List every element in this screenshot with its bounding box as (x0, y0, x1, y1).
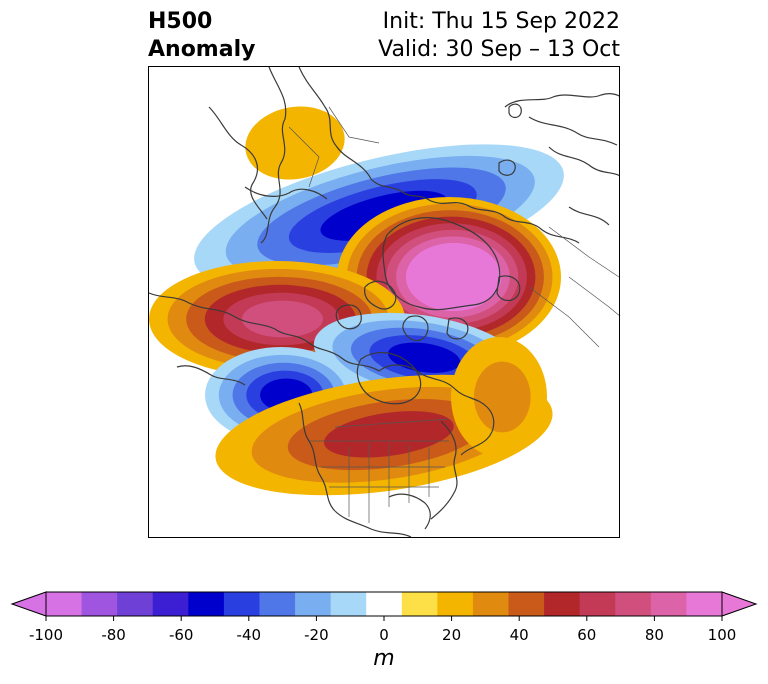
colorbar: -100 -80 -60 -40 -20 0 20 40 60 80 100 m (0, 580, 768, 684)
contour-level (388, 342, 461, 373)
valid-range-label: Valid: 30 Sep – 13 Oct (378, 37, 620, 62)
colorbar-bar (10, 591, 758, 621)
colorbar-tick-label: -100 (28, 626, 64, 644)
coastlines (149, 67, 619, 537)
colorbar-tick-label: -80 (101, 626, 126, 644)
colorbar-tick-label: -20 (304, 626, 329, 644)
colorbar-segment (437, 592, 474, 616)
colorbar-segment (81, 592, 118, 616)
colorbar-segment (544, 592, 581, 616)
atlantic-ridge-anomaly (451, 337, 547, 457)
contour-level (323, 411, 454, 458)
colorbar-tick-label: 60 (577, 626, 597, 644)
colorbar-segment (259, 592, 296, 616)
colorbar-segment (686, 592, 723, 616)
contour-level (241, 300, 323, 338)
colorbar-segment (472, 592, 510, 616)
anomaly-map (149, 67, 619, 537)
anomaly-fields (149, 106, 564, 496)
colorbar-segment (401, 592, 438, 616)
colorbar-segment (46, 592, 83, 616)
colorbar-segment (295, 592, 332, 616)
colorbar-tick-label: 100 (707, 626, 737, 644)
contour-level (425, 256, 485, 298)
colorbar-segment (117, 592, 154, 616)
colorbar-segment (366, 592, 403, 616)
colorbar-segment (152, 592, 189, 616)
colorbar-segment (330, 592, 367, 616)
contour-level (245, 106, 345, 180)
colorbar-unit-label: m (373, 646, 395, 671)
title-line-1: H500 (148, 9, 213, 34)
political-borders (288, 106, 619, 523)
colorbar-tick-label: 80 (644, 626, 664, 644)
colorbar-segment (579, 592, 616, 616)
colorbar-tick-label: 20 (442, 626, 462, 644)
colorbar-tick-label: 40 (509, 626, 529, 644)
colorbar-extend-low (10, 591, 47, 617)
colorbar-segment (615, 592, 652, 616)
europe-ridge-anomaly (245, 106, 345, 180)
map-panel (148, 66, 620, 538)
colorbar-segment (223, 592, 260, 616)
colorbar-segment (650, 592, 687, 616)
colorbar-tick-label: 0 (379, 626, 389, 644)
map-title: H500 Anomaly (148, 8, 255, 64)
title-line-2: Anomaly (148, 37, 256, 62)
init-date-label: Init: Thu 15 Sep 2022 (382, 9, 620, 34)
colorbar-segment (508, 592, 545, 616)
contour-level (473, 361, 531, 433)
colorbar-segment (188, 592, 225, 616)
colorbar-tick-label: -40 (236, 626, 262, 644)
colorbar-extend-high (721, 591, 758, 617)
colorbar-tick-label: -60 (168, 626, 194, 644)
map-subtitle: Init: Thu 15 Sep 2022 Valid: 30 Sep – 13… (378, 8, 620, 64)
arctic-ridge-anomaly (337, 197, 561, 357)
